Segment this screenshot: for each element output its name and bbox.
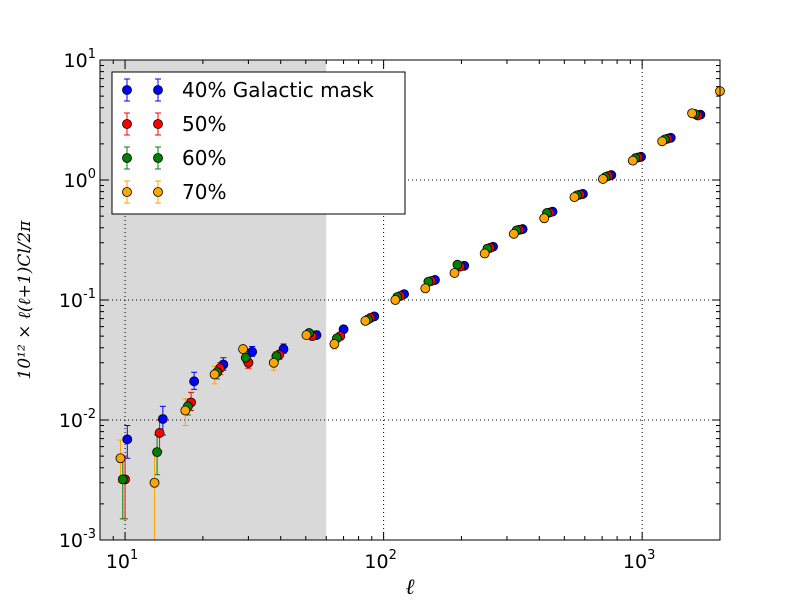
data-point xyxy=(479,248,490,259)
data-point xyxy=(240,352,251,363)
data-point xyxy=(122,434,133,445)
data-point xyxy=(508,228,519,239)
data-point xyxy=(329,339,340,349)
data-point xyxy=(539,213,550,224)
x-tick-label: 101 xyxy=(106,548,138,573)
y-tick-label: 10-3 xyxy=(59,527,96,552)
data-point xyxy=(157,414,168,424)
legend-box xyxy=(111,71,406,215)
data-point xyxy=(657,136,668,147)
data-point xyxy=(452,259,463,270)
y-tick-label: 100 xyxy=(64,167,96,192)
plot-frame xyxy=(99,59,721,541)
legend-marker xyxy=(153,153,163,163)
x-tick-labels: 101 102 103 xyxy=(106,548,656,573)
data-point xyxy=(115,453,126,464)
data-point xyxy=(180,405,191,416)
data-point xyxy=(149,477,160,488)
data-point xyxy=(152,447,162,458)
legend-label: 40% Galactic mask xyxy=(182,78,374,102)
legend-label: 70% xyxy=(182,180,226,204)
legend: 40% Galactic mask 50% 60% 70% xyxy=(111,71,406,215)
data-points xyxy=(115,86,725,488)
x-axis-label: ℓ xyxy=(405,575,415,600)
y-tick-label: 10-1 xyxy=(59,287,96,312)
data-point xyxy=(209,369,220,380)
legend-marker xyxy=(153,187,163,197)
legend-marker xyxy=(122,119,132,129)
data-point xyxy=(247,346,258,357)
data-point xyxy=(360,315,371,326)
data-point xyxy=(268,357,279,368)
data-point xyxy=(598,174,608,184)
x-tick-label: 102 xyxy=(364,548,396,573)
legend-marker xyxy=(122,187,132,197)
legend-marker xyxy=(153,85,163,95)
legend-marker xyxy=(122,153,132,163)
data-point xyxy=(569,192,580,203)
ticks xyxy=(99,59,721,541)
data-point xyxy=(687,108,698,119)
y-axis-label: 10¹² × ℓ(ℓ+1)Cl/2π xyxy=(15,220,35,380)
data-point xyxy=(449,268,460,278)
legend-label: 60% xyxy=(182,146,226,170)
data-point xyxy=(301,330,312,340)
y-tick-labels: 10-3 10-2 10-1 100 101 xyxy=(59,47,96,552)
legend-marker xyxy=(153,119,163,129)
data-point xyxy=(627,155,638,166)
data-point xyxy=(238,344,248,354)
data-point xyxy=(117,474,128,485)
y-tick-label: 101 xyxy=(64,47,96,72)
legend-label: 50% xyxy=(182,112,226,136)
y-tick-label: 10-2 xyxy=(59,407,96,432)
legend-marker xyxy=(122,85,132,95)
data-point xyxy=(189,376,200,387)
data-point xyxy=(390,295,401,305)
data-point xyxy=(154,428,165,438)
data-point xyxy=(420,283,431,294)
x-tick-label: 103 xyxy=(623,548,655,573)
